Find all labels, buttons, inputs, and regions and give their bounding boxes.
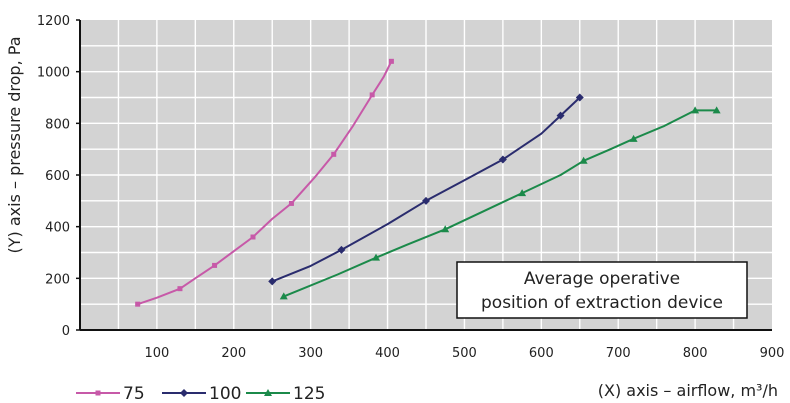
series-line-100: [271, 96, 581, 283]
data-point-125: [518, 189, 527, 197]
x-tick-label: 500: [452, 346, 477, 361]
y-tick-label: 1000: [37, 66, 70, 81]
series-100: [268, 93, 584, 286]
data-point-75: [177, 286, 183, 292]
data-point-75: [288, 200, 294, 206]
data-point-75: [369, 92, 375, 98]
data-point-125: [441, 225, 450, 233]
series-line-75: [137, 60, 393, 306]
legend-label: 100: [209, 384, 241, 403]
data-point-100: [422, 196, 430, 205]
y-tick-label: 400: [45, 221, 70, 236]
x-tick-label: 700: [606, 346, 631, 361]
x-tick-label: 300: [298, 346, 323, 361]
y-tick-label: 200: [45, 272, 70, 287]
y-tick-labels: 0 200 400 600 800 1000 1200: [37, 14, 80, 339]
x-tick-label: 400: [375, 346, 400, 361]
legend-marker: [264, 389, 272, 396]
data-point-125: [579, 156, 588, 164]
y-tick-label: 600: [45, 169, 70, 184]
x-tick-label: 800: [683, 346, 708, 361]
data-point-75: [388, 58, 394, 64]
annotation-line-1: Average operative: [524, 269, 680, 289]
legend-marker: [95, 390, 101, 396]
x-axis-title: (X) axis – airflow, m³/h: [598, 381, 778, 400]
series-line-125: [283, 109, 717, 298]
data-point-125: [712, 106, 721, 114]
annotation-line-2: position of extraction device: [481, 293, 723, 313]
data-point-100: [575, 93, 584, 102]
series-lines: [135, 58, 721, 307]
legend-item-75: 75: [76, 384, 145, 403]
series-125: [279, 106, 721, 300]
x-tick-label: 900: [760, 346, 785, 361]
y-tick-label: 1200: [37, 14, 70, 29]
legend-item-100: 100: [162, 384, 241, 403]
y-axis-title: (Y) axis – pressure drop, Pa: [5, 37, 24, 254]
x-tick-labels: 100 200 300 400 500 600 700 800 900: [144, 346, 784, 361]
data-point-125: [372, 253, 381, 261]
data-point-100: [556, 111, 565, 120]
y-tick-label: 800: [45, 117, 70, 132]
y-tick-label: 0: [62, 324, 70, 339]
x-tick-label: 200: [221, 346, 246, 361]
data-point-75: [135, 301, 141, 307]
x-tick-label: 100: [144, 346, 169, 361]
annotation-box: Average operative position of extraction…: [456, 261, 748, 319]
legend: 75 100 125: [76, 384, 325, 403]
data-point-75: [212, 262, 218, 268]
series-75: [135, 58, 394, 307]
legend-marker: [180, 389, 188, 397]
data-point-125: [629, 134, 638, 142]
data-point-100: [337, 245, 346, 254]
data-point-100: [498, 155, 507, 164]
data-point-75: [331, 151, 337, 157]
legend-label: 125: [293, 384, 325, 403]
legend-label: 75: [123, 384, 145, 403]
data-point-125: [691, 106, 700, 114]
data-point-125: [279, 292, 288, 300]
data-point-100: [268, 277, 277, 286]
data-point-75: [250, 234, 256, 240]
legend-item-125: 125: [246, 384, 325, 403]
x-tick-label: 600: [529, 346, 554, 361]
